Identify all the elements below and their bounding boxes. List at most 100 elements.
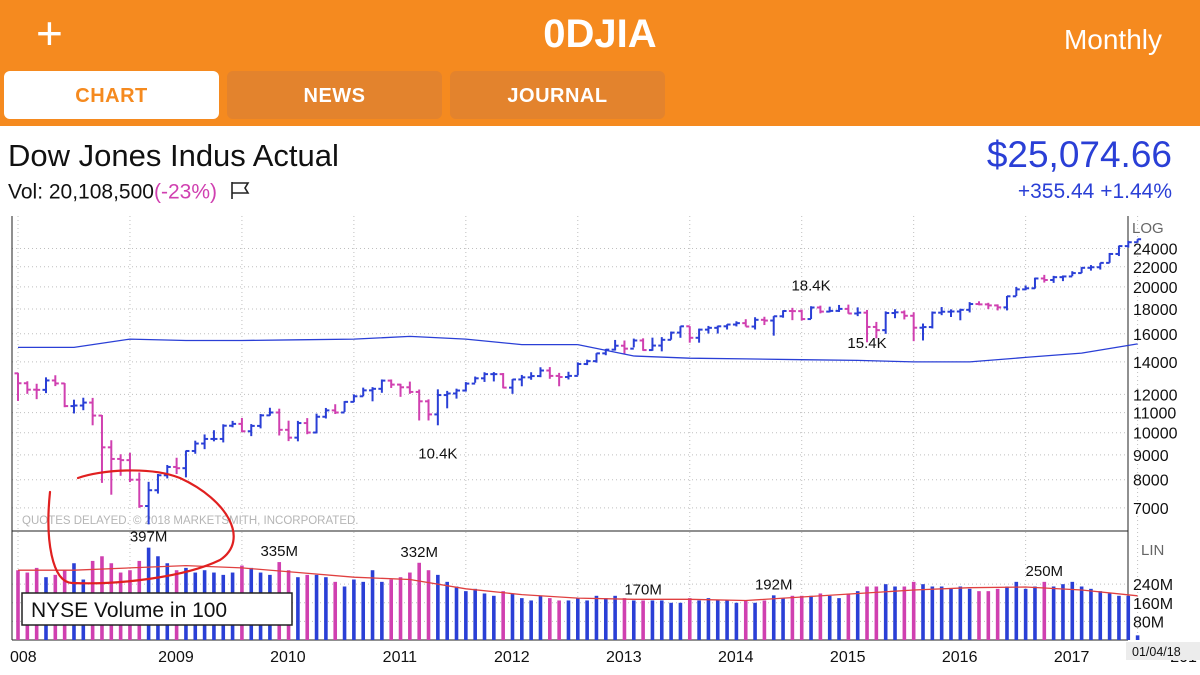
tab-chart[interactable]: CHART bbox=[4, 71, 219, 119]
volume-bar bbox=[641, 600, 645, 640]
price-bar bbox=[1068, 271, 1076, 278]
price-bar bbox=[798, 309, 806, 321]
tab-news[interactable]: NEWS bbox=[227, 71, 442, 119]
price-bar bbox=[303, 418, 311, 435]
price-bar bbox=[807, 306, 815, 321]
volume-bar bbox=[967, 588, 972, 640]
volume-bar bbox=[557, 600, 561, 640]
price-bar bbox=[910, 312, 918, 342]
volume-bar bbox=[771, 595, 776, 640]
instrument-name: Dow Jones Indus Actual bbox=[8, 138, 339, 173]
price-bar bbox=[928, 311, 936, 329]
volume-bar bbox=[687, 598, 692, 640]
volume-bar bbox=[305, 574, 310, 640]
volume-bar bbox=[1005, 586, 1009, 640]
price-bar bbox=[770, 315, 778, 336]
price-bar bbox=[564, 371, 572, 380]
scale-label-log: LOG bbox=[1132, 220, 1164, 237]
volume-bar bbox=[613, 595, 617, 640]
price-bar bbox=[583, 359, 591, 366]
price-bar bbox=[490, 372, 498, 382]
price-bar bbox=[135, 472, 143, 508]
volume-bar bbox=[818, 593, 823, 640]
volume-change: (-23%) bbox=[153, 180, 217, 204]
volume-bar bbox=[883, 584, 888, 640]
volume-bar bbox=[790, 595, 795, 640]
volume-bar bbox=[333, 581, 338, 640]
volume-bar bbox=[576, 598, 580, 640]
price-bar bbox=[704, 325, 712, 334]
volume-label-box bbox=[21, 592, 293, 626]
volume-bar bbox=[706, 598, 711, 640]
volume-bar bbox=[548, 598, 552, 640]
price-bar bbox=[275, 408, 283, 436]
price-change: +355.44 +1.44% bbox=[1017, 180, 1172, 203]
volume-bar bbox=[361, 581, 366, 640]
price-bar bbox=[1078, 266, 1086, 275]
chart-frame bbox=[11, 216, 1129, 641]
price-bar bbox=[900, 310, 908, 320]
y-tick-label: 240M bbox=[1133, 577, 1173, 594]
price-bar bbox=[182, 449, 190, 478]
price-bar bbox=[891, 309, 899, 319]
volume-bar bbox=[939, 586, 944, 640]
price-bar bbox=[536, 367, 544, 378]
plus-icon[interactable]: + bbox=[36, 7, 63, 59]
price-bar bbox=[975, 301, 983, 306]
volume-bar bbox=[585, 600, 589, 640]
volume-bar bbox=[417, 562, 421, 640]
chart-annotations: 18.4K 15.4K 10.4K 397M 335M 332M 170M 192M 250M bbox=[130, 277, 1063, 598]
price-bar bbox=[658, 337, 666, 352]
y-tick-label: 9000 bbox=[1133, 448, 1169, 465]
price-bar bbox=[555, 372, 563, 387]
price-bar bbox=[331, 404, 339, 415]
price-bar bbox=[1059, 275, 1067, 282]
y-tick-label: 10000 bbox=[1133, 426, 1178, 443]
volume-bar bbox=[809, 595, 813, 640]
price-bar bbox=[378, 379, 386, 393]
volume-annotation: 332M bbox=[400, 544, 438, 561]
price-bar bbox=[882, 311, 890, 334]
volume-bar bbox=[436, 574, 440, 640]
volume-bar bbox=[669, 602, 673, 640]
price-bar bbox=[742, 319, 750, 328]
x-tick-label: 2013 bbox=[606, 649, 642, 666]
x-tick-label: 2010 bbox=[270, 649, 306, 666]
volume-bar bbox=[1079, 586, 1084, 640]
chart-grid bbox=[12, 216, 1139, 640]
price-bar bbox=[760, 316, 768, 326]
volume-bar bbox=[1014, 581, 1019, 640]
volume-bar bbox=[678, 602, 683, 640]
volume-annotation: 170M bbox=[624, 581, 662, 598]
price-annotation: 18.4K bbox=[791, 277, 830, 294]
price-bar bbox=[219, 424, 227, 443]
price-bar bbox=[79, 397, 87, 411]
price-bar bbox=[938, 307, 946, 316]
price-bar bbox=[686, 325, 694, 343]
volume-bar bbox=[1070, 581, 1075, 640]
price-bars bbox=[14, 238, 1142, 525]
price-bar bbox=[1012, 286, 1020, 298]
price-bar bbox=[453, 388, 461, 399]
price-bar bbox=[294, 420, 302, 442]
period-selector[interactable]: Monthly bbox=[1063, 24, 1162, 55]
price-bar bbox=[387, 379, 395, 388]
price-bar bbox=[527, 372, 535, 380]
volume-info: Vol: 20,108,500(-23%) bbox=[8, 180, 251, 206]
y-tick-label: 11000 bbox=[1133, 406, 1176, 423]
volume-bar bbox=[995, 588, 1000, 640]
volume-bar bbox=[874, 586, 879, 640]
price-bar bbox=[872, 321, 880, 339]
date-badge: 01/04/18 bbox=[1132, 645, 1181, 659]
price-bar bbox=[471, 376, 479, 385]
price-bar bbox=[1022, 285, 1030, 291]
price-bar bbox=[238, 417, 246, 433]
tab-journal[interactable]: JOURNAL bbox=[450, 71, 665, 119]
price-bar bbox=[947, 309, 955, 317]
price-bar bbox=[779, 310, 787, 318]
volume-bar bbox=[650, 600, 655, 640]
x-tick-label: 2016 bbox=[942, 649, 978, 666]
y-tick-label: 24000 bbox=[1133, 241, 1178, 258]
flag-icon[interactable] bbox=[229, 180, 251, 206]
volume-bar bbox=[715, 600, 720, 640]
